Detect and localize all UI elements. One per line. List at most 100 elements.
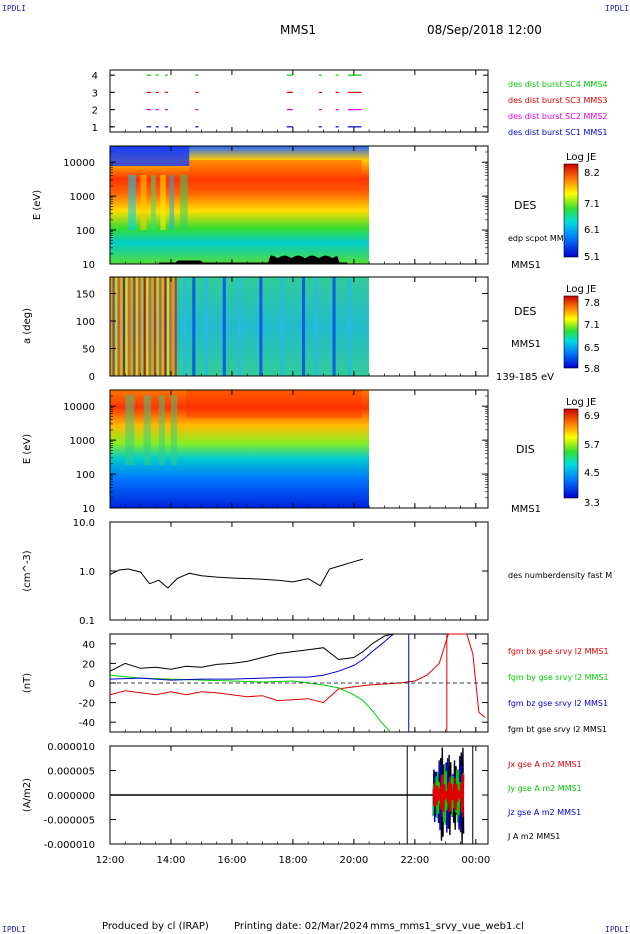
spacecraft-title: MMS1 [280, 23, 316, 37]
corner-label-bottom-right: IPDLI [605, 925, 629, 934]
bfield-legend-0: fgm bx gse srvy l2 MMS1 [508, 647, 609, 656]
cbar3-title: Log JE [566, 397, 596, 408]
pitch-texture-stripe [135, 277, 138, 376]
cbar3 [563, 408, 579, 499]
time-axis-ticks [109, 70, 477, 844]
pitch-texture-stripe [128, 277, 131, 376]
cbar3-tick-3: 3.3 [584, 498, 600, 509]
cbar3-tick-1: 5.7 [584, 440, 600, 451]
cbar2 [563, 295, 579, 369]
corner-label-left: IPDLI [2, 4, 26, 13]
cbar1-title: Log JE [566, 152, 596, 163]
density-tick-0: 0.1 [79, 616, 95, 627]
dis-texture-stripe [170, 395, 178, 465]
cbar2-tick-0: 7.8 [584, 298, 600, 309]
footer-produced-by: Produced by cl (IRAP) [102, 921, 209, 932]
dis-energy-ylabel: E (eV) [22, 434, 33, 464]
time-label-5: 22:00 [400, 855, 429, 866]
pitch-tick-50: 50 [82, 345, 95, 356]
pitch-texture-stripe [238, 277, 242, 376]
current-legend-1: Jy gse A m2 MMS1 [507, 784, 582, 793]
current-legend: Jx gse A m2 MMS1 Jy gse A m2 MMS1 Jz gse A… [507, 760, 582, 841]
time-label-0: 12:00 [96, 855, 125, 866]
burst-y-tick-1: 1 [92, 123, 98, 134]
burst-legend-2: des dist burst SC2 MMS2 [508, 112, 607, 121]
pitch-texture-stripe [151, 277, 154, 376]
des-top-band [110, 146, 190, 166]
dis-energy-y-ticks: 10 100 1000 10000 [63, 389, 488, 515]
current-tick-0.000000: 0.000000 [47, 791, 95, 802]
dis-energy-frame [109, 389, 489, 509]
time-label-3: 18:00 [278, 855, 307, 866]
cbar1-tick-1: 7.1 [584, 199, 600, 210]
current-legend-2: Jz gse A m2 MMS1 [507, 808, 581, 817]
des-sc-label: MMS1 [511, 260, 541, 271]
pitch-texture-stripe [154, 277, 157, 376]
bfield-tick-40: 40 [82, 640, 95, 651]
cbar3-tick-0: 6.9 [584, 411, 600, 422]
bfield-ylabel: (nT) [22, 673, 33, 693]
pitch-texture-stripe [347, 277, 351, 376]
dis-energy-tick-10: 10 [82, 504, 95, 515]
pitch-texture-stripe [174, 277, 177, 376]
current-ylabel: (A/m2) [22, 778, 33, 812]
current-tick-0.000005: 0.000005 [47, 767, 95, 778]
pitch-texture-stripe [122, 277, 125, 376]
pitch-y-ticks: 0 50 100 150 [76, 290, 488, 383]
time-label-4: 20:00 [339, 855, 368, 866]
burst-marks [110, 74, 362, 128]
bfield-panel: (nT) -40 -20 0 20 40 fgm bx gse srvy l2 MMS1… [22, 633, 609, 734]
current-tick--0.000010: -0.000010 [44, 840, 95, 851]
des-energy-tick-100: 100 [76, 226, 95, 237]
pitch-texture-stripe [183, 277, 187, 376]
pitch-texture-stripe [167, 277, 170, 376]
bfield-markers [408, 634, 448, 732]
bfield-legend-2: fgm bz gse srvy l2 MMS1 [508, 699, 608, 708]
burst-y-tick-4: 4 [92, 71, 98, 82]
cbar2-tick-1: 7.1 [584, 320, 600, 331]
bfield-tick--40: -40 [79, 718, 95, 729]
bfield-series-2 [109, 633, 394, 681]
burst-legend-1: des dist burst SC1 MMS1 [508, 128, 607, 137]
des-energy-ylabel: E (eV) [32, 190, 43, 220]
current-panel: (A/m2) -0.000010 -0.000005 0.000000 0.00000… [22, 742, 582, 851]
pitch-texture-stripe [146, 277, 149, 376]
pitch-angle-panel: a (deg) 0 50 100 150 DES MMS1 139-185 eV Lo… [22, 276, 600, 383]
pitch-sc-label: MMS1 [511, 339, 541, 350]
burst-legend-4: des dist burst SC4 MMS4 [508, 80, 607, 89]
current-y-ticks: -0.000010 -0.000005 0.000000 0.000005 0.0000… [44, 742, 488, 851]
pitch-texture-stripe [164, 277, 167, 376]
pitch-texture-stripe [120, 277, 123, 376]
pitch-energy-band: 139-185 eV [496, 372, 554, 383]
des-energy-panel: E (eV) 10 100 1000 10000 DES edp scpot MMS1… [32, 145, 600, 271]
pitch-texture-stripe [141, 277, 144, 376]
des-texture-stripe [140, 175, 147, 230]
des-energy-tick-10000: 10000 [63, 158, 95, 169]
pitch-ylabel: a (deg) [22, 308, 33, 344]
bfield-y-ticks: -40 -20 0 20 40 [79, 640, 488, 729]
datetime-title: 08/Sep/2018 12:00 [427, 23, 542, 37]
pitch-texture-stripe [314, 277, 318, 376]
dis-energy-stripes [125, 390, 362, 465]
des-texture-stripe [128, 175, 136, 230]
density-y-ticks: 0.1 1.0 10.0 [73, 518, 488, 627]
pitch-texture-stripe [156, 277, 159, 376]
pitch-texture-stripe [302, 277, 306, 376]
time-axis-labels: 12:00 14:00 16:00 18:00 20:00 22:00 00:00 [96, 855, 491, 866]
pitch-texture-stripe [117, 277, 120, 376]
burst-y-ticks: 1 2 3 4 [92, 71, 488, 134]
pitch-instrument-label: DES [514, 305, 536, 318]
des-energy-frame [109, 145, 489, 265]
pitch-texture-stripe [159, 277, 162, 376]
des-texture-stripe [169, 175, 175, 230]
cbar3-tick-2: 4.5 [584, 468, 600, 479]
pitch-texture-stripe [280, 277, 284, 376]
burst-legend-3: des dist burst SC3 MMS3 [508, 96, 607, 105]
corner-label-right: IPDLI [605, 4, 629, 13]
des-energy-stripes [110, 146, 362, 230]
pitch-angle-frame [109, 276, 489, 377]
des-instrument-label: DES [514, 199, 536, 212]
scpot-label: edp scpot MMS1 [508, 234, 574, 243]
